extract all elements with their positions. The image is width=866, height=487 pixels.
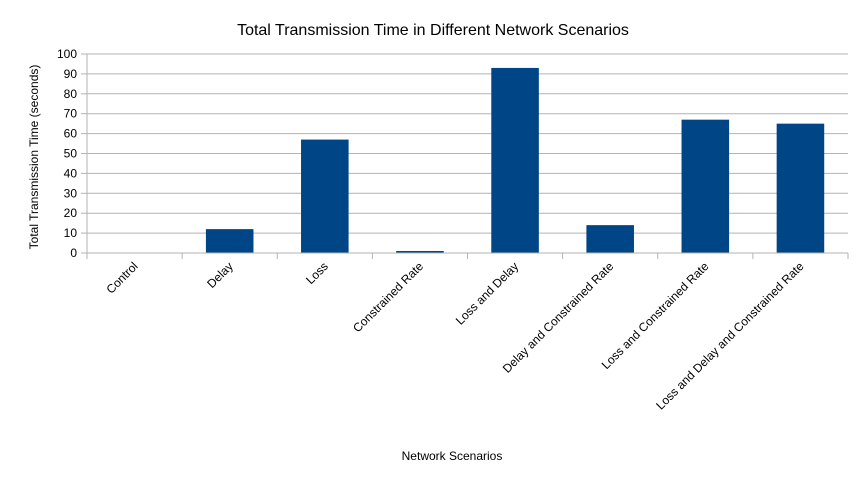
x-tick-label: Loss and Delay [453,259,521,327]
x-tick-label: Loss and Constrained Rate [599,259,712,372]
x-axis-label: Network Scenarios [402,449,503,463]
y-tick-label: 40 [64,166,78,180]
y-tick-label: 90 [64,67,78,81]
bar-2 [301,139,349,253]
bar-1 [205,229,254,253]
y-tick-label: 60 [64,127,78,141]
axes [86,54,849,259]
x-tick-label: Constrained Rate [350,259,426,335]
gridlines [81,53,848,254]
y-tick-label: 30 [64,186,78,200]
y-tick-label: 70 [64,107,78,121]
x-tick-label: Control [103,259,140,296]
x-tick-label: Delay [204,259,236,291]
y-tick-label: 10 [64,226,78,240]
x-tick-label: Loss and Delay and Constrained Rate [653,259,807,413]
bar-6 [681,119,730,253]
y-tick-label: 50 [64,147,78,161]
y-tick-label: 100 [57,47,77,61]
bars [205,67,825,254]
chart-title: Total Transmission Time in Different Net… [237,22,629,39]
bar-5 [586,225,634,253]
x-tick-label: Delay and Constrained Rate [500,259,617,376]
x-tick-label: Loss [303,259,331,287]
y-axis-label: Total Transmission Time (seconds) [27,65,41,250]
bar-7 [776,123,825,254]
bar-3 [396,251,444,253]
y-tick-label: 0 [70,246,77,260]
y-tick-label: 80 [64,87,78,101]
y-tick-labels: 0 10 20 30 40 50 60 70 80 90 100 [57,47,77,260]
bar-4 [491,67,539,254]
y-tick-label: 20 [64,206,78,220]
x-tick-labels: Control Delay Loss Constrained Rate Loss and… [103,259,806,413]
